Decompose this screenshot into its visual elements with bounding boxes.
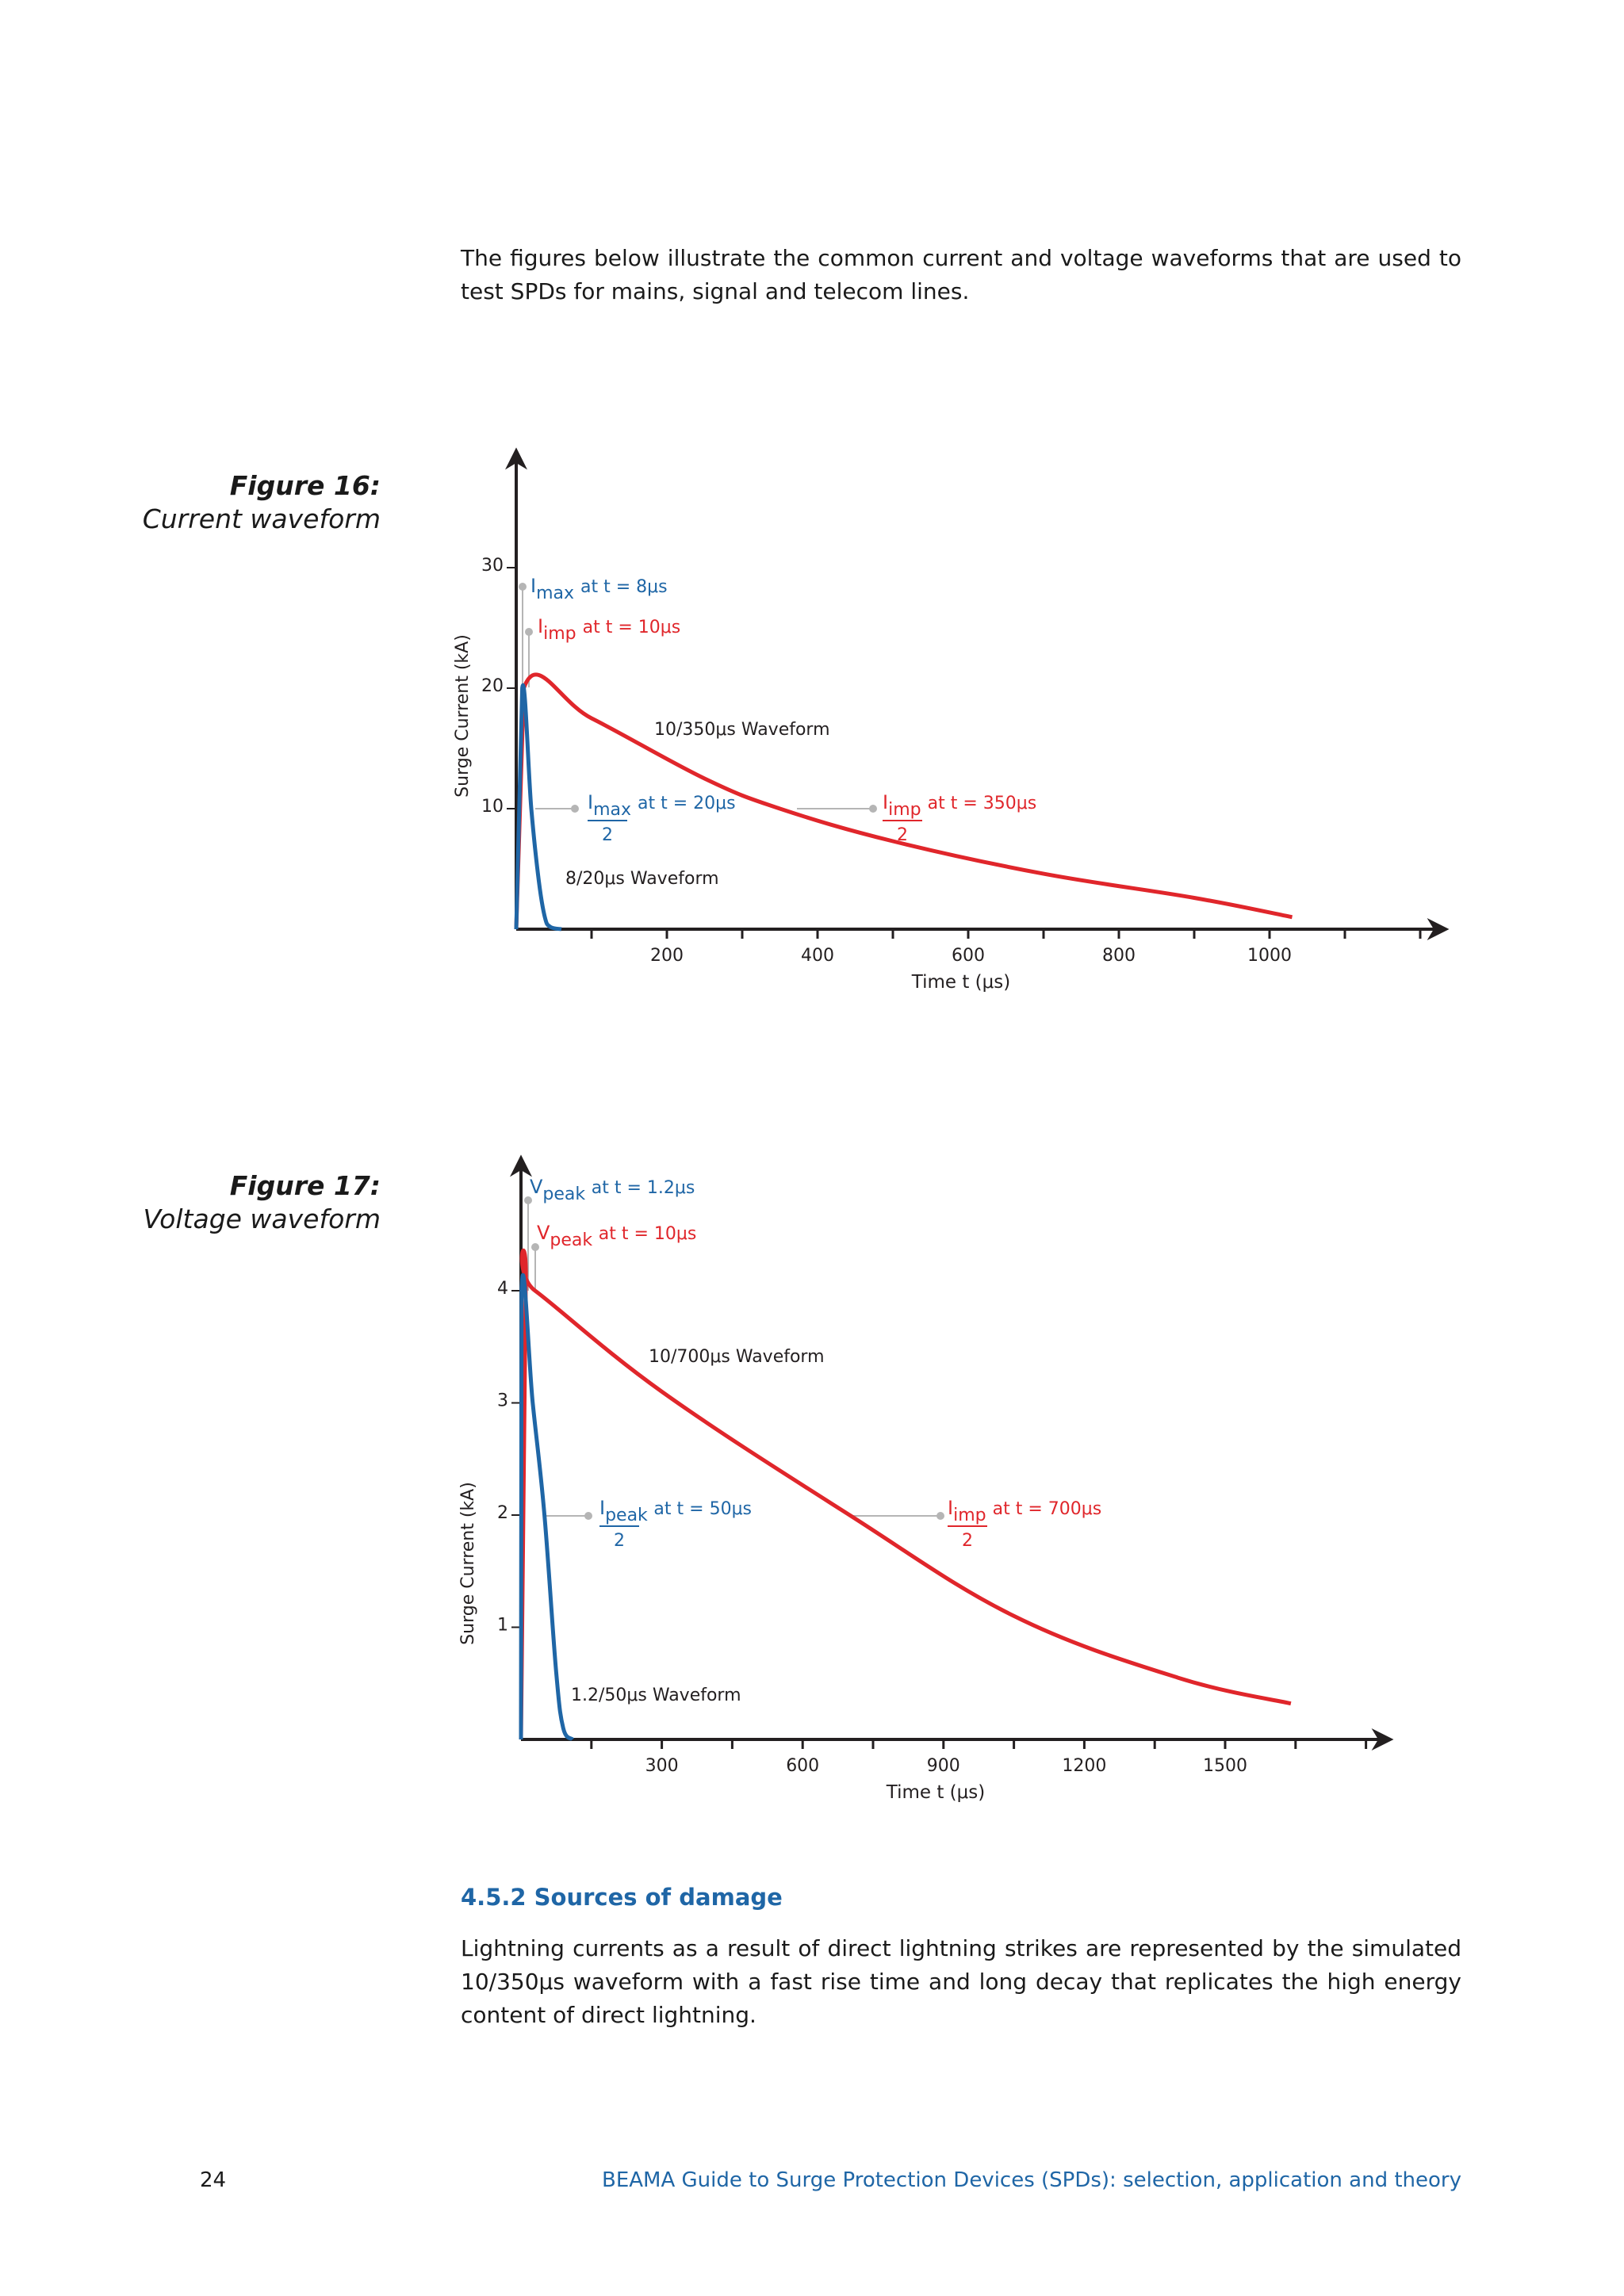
fig16-x-tick-label: 1000 [1247, 946, 1292, 966]
fig16-series-8-20 [514, 683, 562, 932]
svg-text:2: 2 [962, 1531, 973, 1551]
section-body: Lightning currents as a result of direct… [461, 1935, 1461, 2028]
fig16-y-tick-label: 20 [481, 676, 504, 696]
intro-paragraph: The figures below illustrate the common … [461, 245, 1461, 304]
figure-16-title: Figure 16: Current waveform [143, 469, 381, 536]
fig16-y-tick-label: 30 [481, 556, 504, 576]
fig17-y-tick-label: 1 [497, 1616, 508, 1636]
fig16-x-tick-label: 400 [801, 946, 834, 966]
fig17-annotation-vpeak-red: Vpeak at t = 10μs [537, 1222, 696, 1250]
fig16-y-tick-label: 10 [481, 797, 504, 817]
fig17-vpeak-red-dot [531, 1243, 539, 1251]
fig17-label-1-2-50: 1.2/50μs Waveform [571, 1686, 741, 1705]
fig17-y-axis-label: Surge Current (kA) [458, 1482, 478, 1645]
fig17-series-10-700 [519, 1248, 1292, 1740]
fig16-imp-half-dot [869, 805, 877, 813]
page-number: 24 [200, 2168, 227, 2192]
fig16-annotation-imp-half: Iimp at t = 350μs 2 [883, 791, 1036, 845]
fig17-label-10-700: 10/700μs Waveform [649, 1347, 825, 1367]
fig16-imax-dot [519, 583, 527, 591]
fig16-y-axis-label: Surge Current (kA) [453, 634, 473, 798]
fig17-imp-half-dot [936, 1512, 944, 1520]
fig17-ipeak-half-dot [584, 1512, 592, 1520]
fig16-x-tick-label: 800 [1102, 946, 1136, 966]
figure-17-number: Figure 17: [229, 1170, 381, 1201]
fig16-x-tick-label: 200 [650, 946, 684, 966]
fig17-y-tick-label: 4 [497, 1279, 508, 1299]
fig16-x-axis-label: Time t (μs) [911, 972, 1011, 993]
section-heading: 4.5.2 Sources of damage [461, 1884, 783, 1911]
fig17-y-tick-label: 3 [497, 1391, 508, 1411]
svg-text:2: 2 [897, 825, 908, 845]
fig17-x-tick-label: 900 [927, 1756, 960, 1776]
figure-16-caption: Current waveform [142, 503, 381, 534]
figure-17-chart: 1 2 3 4 300 600 900 1200 1500 Surge Current (kA… [458, 1154, 1394, 1803]
fig17-x-axis-label: Time t (μs) [886, 1782, 986, 1803]
fig17-series-1-2-50 [519, 1272, 575, 1742]
fig16-annotation-imax: Imax at t = 8μs [530, 575, 668, 603]
svg-text:2: 2 [602, 825, 613, 845]
figure-16-number: Figure 16: [229, 470, 381, 501]
fig16-imp-dot [525, 628, 533, 636]
fig17-x-tick-label: 1200 [1062, 1756, 1106, 1776]
fig17-x-tick-label: 600 [786, 1756, 819, 1776]
fig17-annotation-vpeak-blue: Vpeak at t = 1.2μs [530, 1176, 695, 1204]
figure-17-caption: Voltage waveform [143, 1203, 381, 1234]
fig16-label-10-350: 10/350μs Waveform [654, 720, 830, 740]
fig16-x-tick-label: 600 [952, 946, 985, 966]
fig17-vpeak-blue-dot [524, 1196, 532, 1204]
fig17-annotation-imp-half: Iimp at t = 700μs 2 [948, 1497, 1101, 1551]
figure-17-title: Figure 17: Voltage waveform [144, 1169, 381, 1236]
footer-title: BEAMA Guide to Surge Protection Devices … [602, 2168, 1461, 2192]
fig16-annotation-imp: Iimp at t = 10μs [538, 615, 680, 644]
fig16-label-8-20: 8/20μs Waveform [565, 869, 719, 889]
fig16-imax-half-dot [571, 805, 579, 813]
fig17-x-tick-label: 300 [645, 1756, 679, 1776]
fig17-annotation-ipeak-half: Ipeak at t = 50μs 2 [599, 1497, 752, 1551]
figure-16-chart: 10 20 30 200 400 600 800 1000 Surge Current (k… [453, 447, 1450, 993]
fig17-x-tick-label: 1500 [1203, 1756, 1247, 1776]
svg-text:2: 2 [614, 1531, 625, 1551]
fig16-annotation-imax-half: Imax at t = 20μs 2 [588, 791, 736, 845]
fig17-y-tick-label: 2 [497, 1503, 508, 1523]
